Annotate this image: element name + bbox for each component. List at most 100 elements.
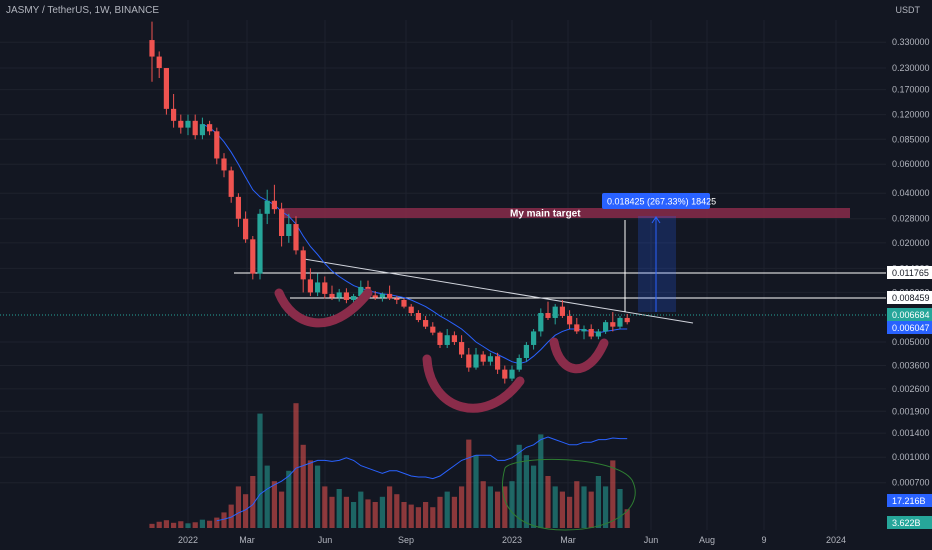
chart-header: JASMY / TetherUS, 1W, BINANCE [6,5,159,16]
volume-bar [228,504,234,528]
candle [286,213,292,243]
time-axis[interactable]: 2022 Mar Jun Sep 2023 Mar Jun Aug 9 2024 [178,535,846,545]
y-tick-label: 0.001900 [892,406,930,416]
volume-bar [279,491,285,528]
volume-bar [156,521,162,528]
candle-body [171,108,177,121]
x-tick-label: 2022 [178,535,198,545]
tag-upper-bg [887,266,932,279]
volume-bar [466,439,472,528]
measure-tool[interactable]: 0.018425 (267.33%) 18425 [602,193,716,312]
volume-bar [617,489,623,528]
target-label: My main target [510,209,581,220]
symbol-title: JASMY / TetherUS, 1W, BINANCE [6,5,160,16]
candle-body [502,369,508,379]
candle [473,348,479,370]
right-shoulder-curve[interactable] [549,337,609,374]
volume-bar [487,486,493,528]
target-zone[interactable]: My main target [280,208,850,220]
candle-body [185,120,191,128]
candle [444,328,450,349]
tag-ma-bg [887,321,932,334]
candle-body [156,56,162,69]
candle [293,216,299,255]
target-zone-rect[interactable] [280,208,850,218]
candle [617,315,623,329]
candle [250,236,256,280]
tag-lower: 0.008459 [892,293,930,303]
volume-bar [523,455,529,528]
volume-bar [221,512,227,528]
volume-bar [437,496,443,528]
volume-bar [358,491,364,528]
tag-ma: 0.006047 [892,323,930,333]
measure-box[interactable] [638,216,676,312]
candle-body [163,68,169,109]
candle [149,21,155,82]
volume-bar [538,434,544,528]
volume-bar [495,491,501,528]
candle [221,153,227,178]
candlesticks [149,21,630,384]
candle-body [459,342,465,355]
candle [516,354,522,372]
volume-bar [235,486,241,528]
candle [257,209,263,280]
x-tick-label: Aug [699,535,715,545]
volume-bar [192,522,198,528]
candle-body [221,158,227,171]
y-tick-label: 0.003600 [892,361,930,371]
left-shoulder-curve[interactable] [274,288,373,328]
candle-body [228,170,234,197]
candle-body [250,239,256,274]
candle [624,313,630,325]
candle-body [559,306,565,316]
candle [279,202,285,247]
measure-label-box [602,193,710,209]
candle [228,166,234,203]
volume-bar [387,486,393,528]
y-tick-label: 0.085000 [892,134,930,144]
candle-body [552,306,558,318]
candle-body [293,224,299,251]
volume-bar [329,496,335,528]
candle-body [300,250,306,280]
candle-body [480,354,486,362]
volume-bar [214,517,220,528]
volume-bar [286,470,292,528]
descending-trendline[interactable] [303,258,694,324]
candle [387,285,393,300]
candle [408,304,414,316]
candle-body [343,292,349,300]
volume-bar [343,496,349,528]
candle-body [178,120,184,128]
candle [552,304,558,325]
candle [581,325,587,340]
volume-highlight-circle[interactable] [502,458,636,531]
candle-body [235,196,241,219]
candle [394,296,400,305]
volume-bar [365,499,371,528]
candle-body [286,224,292,237]
candle [214,127,220,165]
candle-body [574,324,580,332]
head-curve[interactable] [422,354,525,413]
y-tick-label: 0.230000 [892,63,930,73]
x-tick-label: Jun [644,535,659,545]
candle-body [444,335,450,345]
tag-volume-ma-bg [887,494,932,507]
candle [538,308,544,337]
candle [423,315,429,329]
x-tick-label: 9 [761,535,766,545]
y-tick-label: 0.001000 [892,452,930,462]
volume-bar [574,481,580,528]
candle [567,310,573,329]
candle-body [588,328,594,337]
candle-body [437,332,443,345]
candle-body [538,313,544,332]
volume-bar [171,522,177,528]
inverse-head-and-shoulders[interactable] [274,288,609,413]
volume-bar [372,502,378,528]
